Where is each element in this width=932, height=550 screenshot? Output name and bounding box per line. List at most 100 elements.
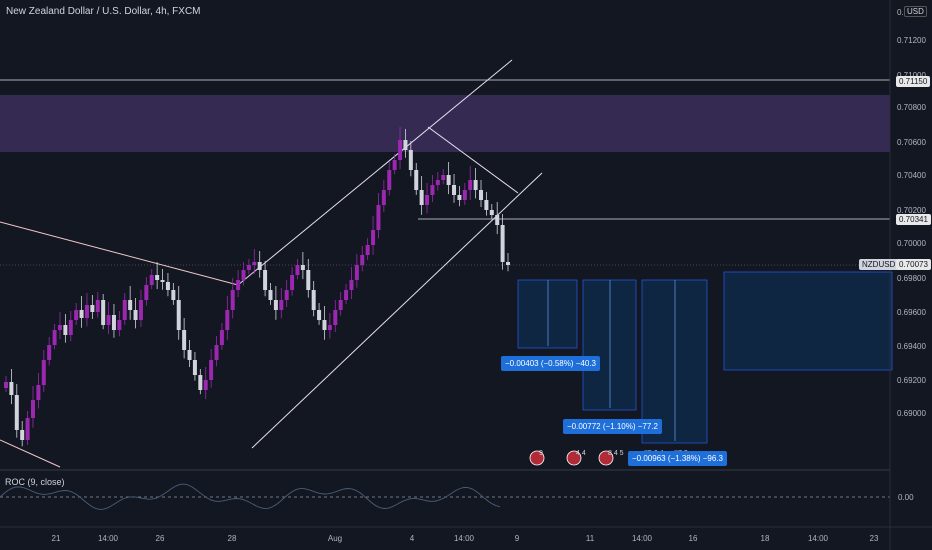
candle <box>122 300 127 320</box>
candle <box>41 360 46 385</box>
candle <box>68 320 73 335</box>
candle <box>279 300 284 310</box>
event-count: 4 4 <box>576 450 586 457</box>
price-axis-label: 0.70000 <box>897 239 926 248</box>
candle <box>327 325 332 330</box>
candle <box>376 205 381 230</box>
event-count: 9 <box>539 450 543 457</box>
symbol-title[interactable]: New Zealand Dollar / U.S. Dollar, 4h, FX… <box>6 6 201 17</box>
candle <box>209 360 214 380</box>
time-axis-label: 28 <box>228 534 237 543</box>
symbol-tag: NZDUSD <box>859 259 899 270</box>
projection-box[interactable] <box>723 271 893 371</box>
time-axis-label: 18 <box>761 534 770 543</box>
candle <box>457 195 462 200</box>
last-price-tag: 0.70073 <box>896 259 931 270</box>
neckline-price-tag: 0.70341 <box>896 214 931 225</box>
trendline-descending[interactable] <box>0 221 239 286</box>
candle <box>425 195 430 205</box>
measure-label-2[interactable]: −0.00772 (−1.10%) −77.2 <box>563 419 662 434</box>
candle <box>349 280 354 290</box>
candle <box>149 275 154 285</box>
time-axis-label: 14:00 <box>98 534 119 543</box>
time-axis[interactable]: 21 14:00 26 28 Aug 4 14:00 9 11 14:00 16 18 14:00 23 <box>52 534 879 543</box>
time-axis-label: 16 <box>689 534 698 543</box>
roc-value-label: 0.00 <box>898 493 914 502</box>
event-flag-icon[interactable] <box>566 450 582 466</box>
time-axis-label: 21 <box>52 534 61 543</box>
candle <box>111 315 116 330</box>
measure-label-3[interactable]: −0.00963 (−1.38%) −96.3 <box>628 451 727 466</box>
candle <box>446 175 451 185</box>
indicator-label[interactable]: ROC (9, close) <box>5 477 65 487</box>
candle <box>128 300 133 310</box>
trendline-lower[interactable] <box>0 439 61 468</box>
candle <box>371 230 376 245</box>
event-flag-icon[interactable] <box>598 450 614 466</box>
candle <box>203 380 208 390</box>
candle <box>84 305 89 318</box>
candle <box>171 290 176 300</box>
candle <box>9 382 14 395</box>
top-line-price-tag: 0.71150 <box>896 76 931 87</box>
candle <box>25 418 30 440</box>
candle <box>230 290 235 310</box>
channel-lower-line[interactable] <box>251 172 543 449</box>
candle <box>489 210 494 215</box>
candle <box>360 255 365 265</box>
candle <box>322 320 327 330</box>
candle <box>344 290 349 300</box>
price-axis-label: 0.71200 <box>897 36 926 45</box>
measure-box-2[interactable] <box>582 279 637 411</box>
candle <box>295 265 300 275</box>
candle <box>317 310 322 320</box>
candle <box>30 400 35 418</box>
candle <box>263 270 268 290</box>
candle <box>4 382 8 388</box>
time-axis-label: 4 <box>410 534 415 543</box>
candle <box>160 280 165 282</box>
candle <box>246 265 251 270</box>
candle <box>495 215 500 225</box>
candle <box>252 262 257 265</box>
channel-upper-line[interactable] <box>237 59 513 286</box>
candle <box>176 300 181 330</box>
time-axis-label: 26 <box>156 534 165 543</box>
candle <box>138 300 143 320</box>
measure-box-1[interactable] <box>517 279 578 349</box>
candles-group <box>4 127 510 447</box>
price-axis-label: 0.69400 <box>897 342 926 351</box>
resistance-zone[interactable] <box>0 95 890 152</box>
candle <box>36 385 41 400</box>
candle <box>155 275 160 280</box>
price-axis-label: 0.69000 <box>897 409 926 418</box>
event-flag-icon[interactable] <box>529 450 545 466</box>
candle <box>479 190 484 200</box>
candle <box>435 180 440 185</box>
time-axis-label: Aug <box>328 534 342 543</box>
candle <box>14 395 19 430</box>
candle <box>20 430 25 440</box>
currency-label: USD <box>904 6 927 17</box>
candle <box>79 310 84 318</box>
candle <box>430 185 435 195</box>
time-axis-label: 14:00 <box>454 534 475 543</box>
candle <box>506 262 510 265</box>
time-axis-label: 9 <box>515 534 520 543</box>
candle <box>214 345 219 360</box>
measure-box-3[interactable] <box>641 279 708 444</box>
time-axis-label: 11 <box>586 534 595 543</box>
price-axis[interactable]: 0.714000.712000.710000.708000.706000.704… <box>897 8 926 418</box>
candle <box>354 265 359 280</box>
candle <box>57 325 62 330</box>
candle <box>365 245 370 255</box>
candle <box>387 170 392 190</box>
wedge-line[interactable] <box>427 126 519 194</box>
candle <box>419 190 424 205</box>
candle <box>284 290 289 300</box>
measure-label-1[interactable]: −0.00403 (−0.58%) −40.3 <box>501 356 600 371</box>
candle <box>452 185 457 195</box>
time-axis-label: 23 <box>870 534 879 543</box>
candle <box>468 180 473 190</box>
